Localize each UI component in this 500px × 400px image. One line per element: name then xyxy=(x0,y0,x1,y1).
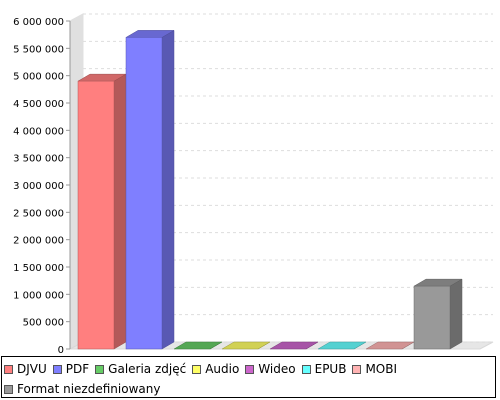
y-tick-label: 500 000 xyxy=(23,318,64,329)
legend-label: Galeria zdjęć xyxy=(108,362,187,376)
bar-front xyxy=(77,80,115,350)
legend-swatch xyxy=(245,365,255,374)
y-tick-label: 6 000 000 xyxy=(13,17,64,28)
legend-item: DJVU xyxy=(4,360,47,379)
legend-label: EPUB xyxy=(314,362,347,376)
legend-swatch xyxy=(301,365,311,374)
legend-label: DJVU xyxy=(17,362,47,376)
y-tick-label: 0 xyxy=(58,345,64,356)
bar-pdf xyxy=(125,29,175,350)
legend-item: MOBI xyxy=(352,360,397,379)
legend-swatch xyxy=(52,365,62,374)
bar-top xyxy=(269,341,319,350)
legend-item: PDF xyxy=(52,360,90,379)
legend-item: Wideo xyxy=(245,360,296,379)
bar-front xyxy=(413,285,451,350)
bar-epub xyxy=(317,341,367,350)
legend-swatch xyxy=(4,385,13,394)
legend-label: Wideo xyxy=(258,362,296,376)
bar-front xyxy=(125,37,163,350)
legend-item: Galeria zdjęć xyxy=(95,360,186,379)
y-tick-label: 4 000 000 xyxy=(13,126,64,137)
y-tick-label: 2 500 000 xyxy=(13,208,64,219)
legend-swatch xyxy=(352,365,362,374)
legend-label: Audio xyxy=(205,362,240,376)
y-axis: 0 500 000 1 000 000 1 500 000 2 000 000 2 500… xyxy=(13,17,71,356)
y-tick-label: 4 500 000 xyxy=(13,99,64,110)
bar-chart: 0 500 000 1 000 000 1 500 000 2 000 000 2 500… xyxy=(13,13,494,356)
y-tick-label: 5 500 000 xyxy=(13,44,64,55)
bar-wideo xyxy=(269,341,319,350)
legend-swatch xyxy=(4,365,13,374)
legend-swatch xyxy=(192,365,202,374)
legend-item: Format niezdefiniowany xyxy=(4,380,160,399)
legend-label: MOBI xyxy=(365,362,398,376)
legend-label: Format niezdefiniowany xyxy=(17,382,161,396)
legend-item: Audio xyxy=(192,360,239,379)
y-tick-label: 3 500 000 xyxy=(13,154,64,165)
y-tick-label: 1 000 000 xyxy=(13,290,64,301)
legend: DJVU PDF Galeria zdjęć Audio Wideo EPUB MOBI Fo… xyxy=(1,356,496,398)
y-tick-label: 5 000 000 xyxy=(13,72,64,83)
legend-item: EPUB xyxy=(301,360,347,379)
bar-side xyxy=(113,73,127,350)
y-tick-label: 2 000 000 xyxy=(13,236,64,247)
bar-top xyxy=(221,341,271,350)
y-tick-label: 1 500 000 xyxy=(13,263,64,274)
legend-swatch xyxy=(95,365,105,374)
y-tick-label: 3 000 000 xyxy=(13,181,64,192)
bars xyxy=(77,29,463,350)
bar-djvu xyxy=(77,73,127,350)
bar-top xyxy=(317,341,367,350)
bar-side xyxy=(449,278,463,350)
bar-format-niezdefiniowany xyxy=(413,278,463,350)
legend-label: PDF xyxy=(65,362,90,376)
bar-top xyxy=(173,341,223,350)
bar-galeria-zdjęć xyxy=(173,341,223,350)
bar-side xyxy=(161,29,175,350)
bar-audio xyxy=(221,341,271,350)
